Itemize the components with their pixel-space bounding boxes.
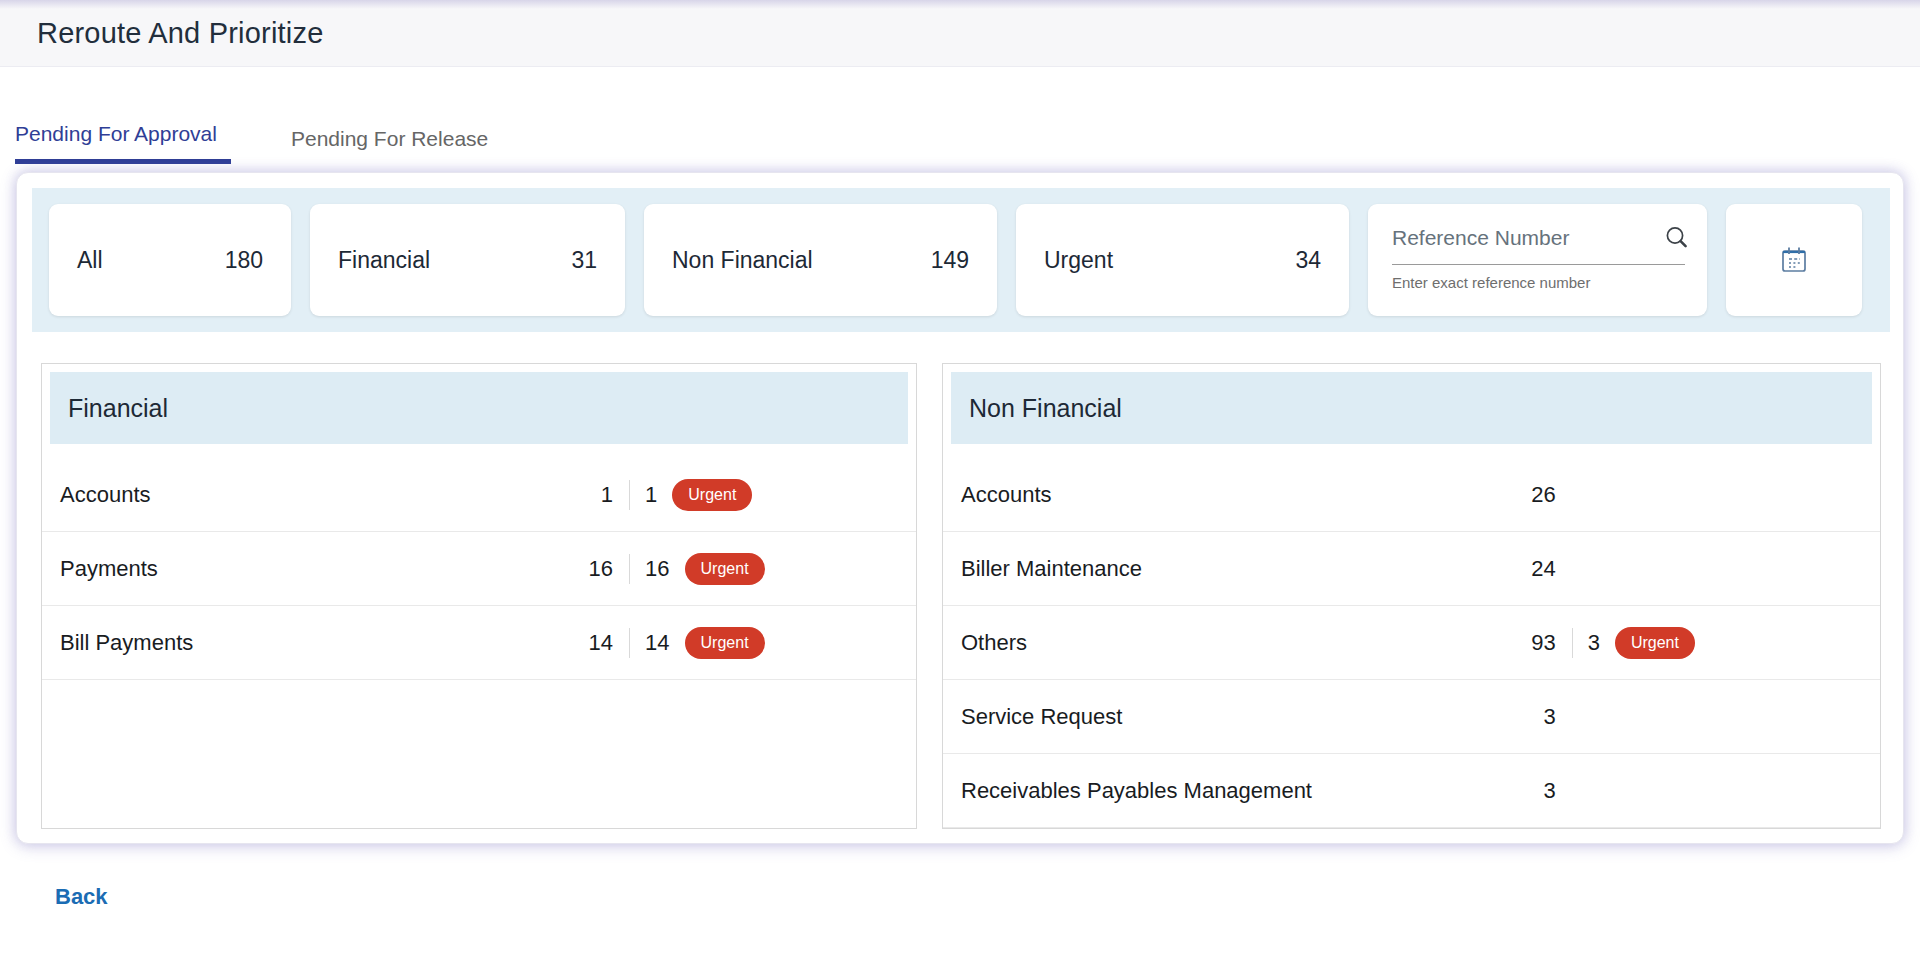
tab-pending-for-approval[interactable]: Pending For Approval: [15, 122, 231, 164]
urgent-badge: Urgent: [672, 479, 752, 511]
filter-card-count: 34: [1295, 247, 1321, 274]
row-nonfinancial-biller-maintenance[interactable]: Biller Maintenance 24: [943, 532, 1880, 606]
financial-panel: Financial Accounts 1 1 Urgent Payments 1…: [41, 363, 917, 829]
reference-input-row: [1392, 224, 1685, 265]
filter-strip: All 180 Financial 31 Non Financial 149 U…: [32, 188, 1890, 332]
filter-card-label: Financial: [338, 247, 430, 274]
date-filter-button[interactable]: [1726, 204, 1862, 316]
urgent-badge: Urgent: [1615, 627, 1695, 659]
filter-card-financial[interactable]: Financial 31: [310, 204, 625, 316]
urgent-count: 3: [1588, 630, 1600, 656]
reference-number-input[interactable]: [1392, 226, 1663, 250]
row-count: 26: [1466, 482, 1556, 508]
row-label: Accounts: [60, 482, 529, 508]
row-financial-bill-payments[interactable]: Bill Payments 14 14 Urgent: [42, 606, 916, 680]
row-label: Others: [961, 630, 1466, 656]
count-divider: [1572, 628, 1573, 658]
filter-card-label: Non Financial: [672, 247, 813, 274]
count-divider: [629, 554, 630, 584]
filter-card-urgent[interactable]: Urgent 34: [1016, 204, 1349, 316]
back-link[interactable]: Back: [55, 884, 108, 910]
filter-card-label: All: [77, 247, 103, 274]
row-nonfinancial-receivables-payables[interactable]: Receivables Payables Management 3: [943, 754, 1880, 828]
main-panel: All 180 Financial 31 Non Financial 149 U…: [16, 172, 1904, 844]
row-label: Accounts: [961, 482, 1466, 508]
non-financial-panel-header: Non Financial: [951, 372, 1872, 444]
row-nonfinancial-others[interactable]: Others 93 3 Urgent: [943, 606, 1880, 680]
page-title: Reroute And Prioritize: [0, 17, 324, 50]
panel-title: Financial: [68, 394, 168, 423]
calendar-icon: [1778, 244, 1810, 276]
tab-pending-for-release[interactable]: Pending For Release: [291, 127, 502, 164]
row-count: 3: [1466, 778, 1556, 804]
row-nonfinancial-service-request[interactable]: Service Request 3: [943, 680, 1880, 754]
row-financial-accounts[interactable]: Accounts 1 1 Urgent: [42, 458, 916, 532]
reference-helper-text: Enter exact reference number: [1392, 274, 1685, 291]
urgent-badge: Urgent: [685, 627, 765, 659]
row-label: Biller Maintenance: [961, 556, 1466, 582]
urgent-badge: Urgent: [685, 553, 765, 585]
category-panels: Financial Accounts 1 1 Urgent Payments 1…: [41, 363, 1881, 829]
row-count: 93: [1466, 630, 1556, 656]
row-financial-payments[interactable]: Payments 16 16 Urgent: [42, 532, 916, 606]
filter-card-count: 180: [225, 247, 263, 274]
count-divider: [629, 628, 630, 658]
row-count: 1: [529, 482, 613, 508]
reference-search-card: Enter exact reference number: [1368, 204, 1707, 316]
row-nonfinancial-accounts[interactable]: Accounts 26: [943, 458, 1880, 532]
row-count: 14: [529, 630, 613, 656]
filter-card-non-financial[interactable]: Non Financial 149: [644, 204, 997, 316]
filter-card-count: 149: [931, 247, 969, 274]
count-divider: [629, 480, 630, 510]
filter-card-all[interactable]: All 180: [49, 204, 291, 316]
urgent-count: 1: [645, 482, 657, 508]
panel-title: Non Financial: [969, 394, 1122, 423]
row-label: Bill Payments: [60, 630, 529, 656]
urgent-count: 16: [645, 556, 669, 582]
financial-panel-header: Financial: [50, 372, 908, 444]
page-header: Reroute And Prioritize: [0, 0, 1920, 67]
filter-card-label: Urgent: [1044, 247, 1113, 274]
row-label: Service Request: [961, 704, 1466, 730]
row-label: Payments: [60, 556, 529, 582]
filter-card-count: 31: [571, 247, 597, 274]
non-financial-panel: Non Financial Accounts 26 Biller Mainten…: [942, 363, 1881, 829]
row-count: 24: [1466, 556, 1556, 582]
row-label: Receivables Payables Management: [961, 778, 1466, 804]
tab-bar: Pending For Approval Pending For Release: [0, 67, 1920, 164]
search-icon[interactable]: [1663, 224, 1691, 252]
row-count: 3: [1466, 704, 1556, 730]
urgent-count: 14: [645, 630, 669, 656]
row-count: 16: [529, 556, 613, 582]
